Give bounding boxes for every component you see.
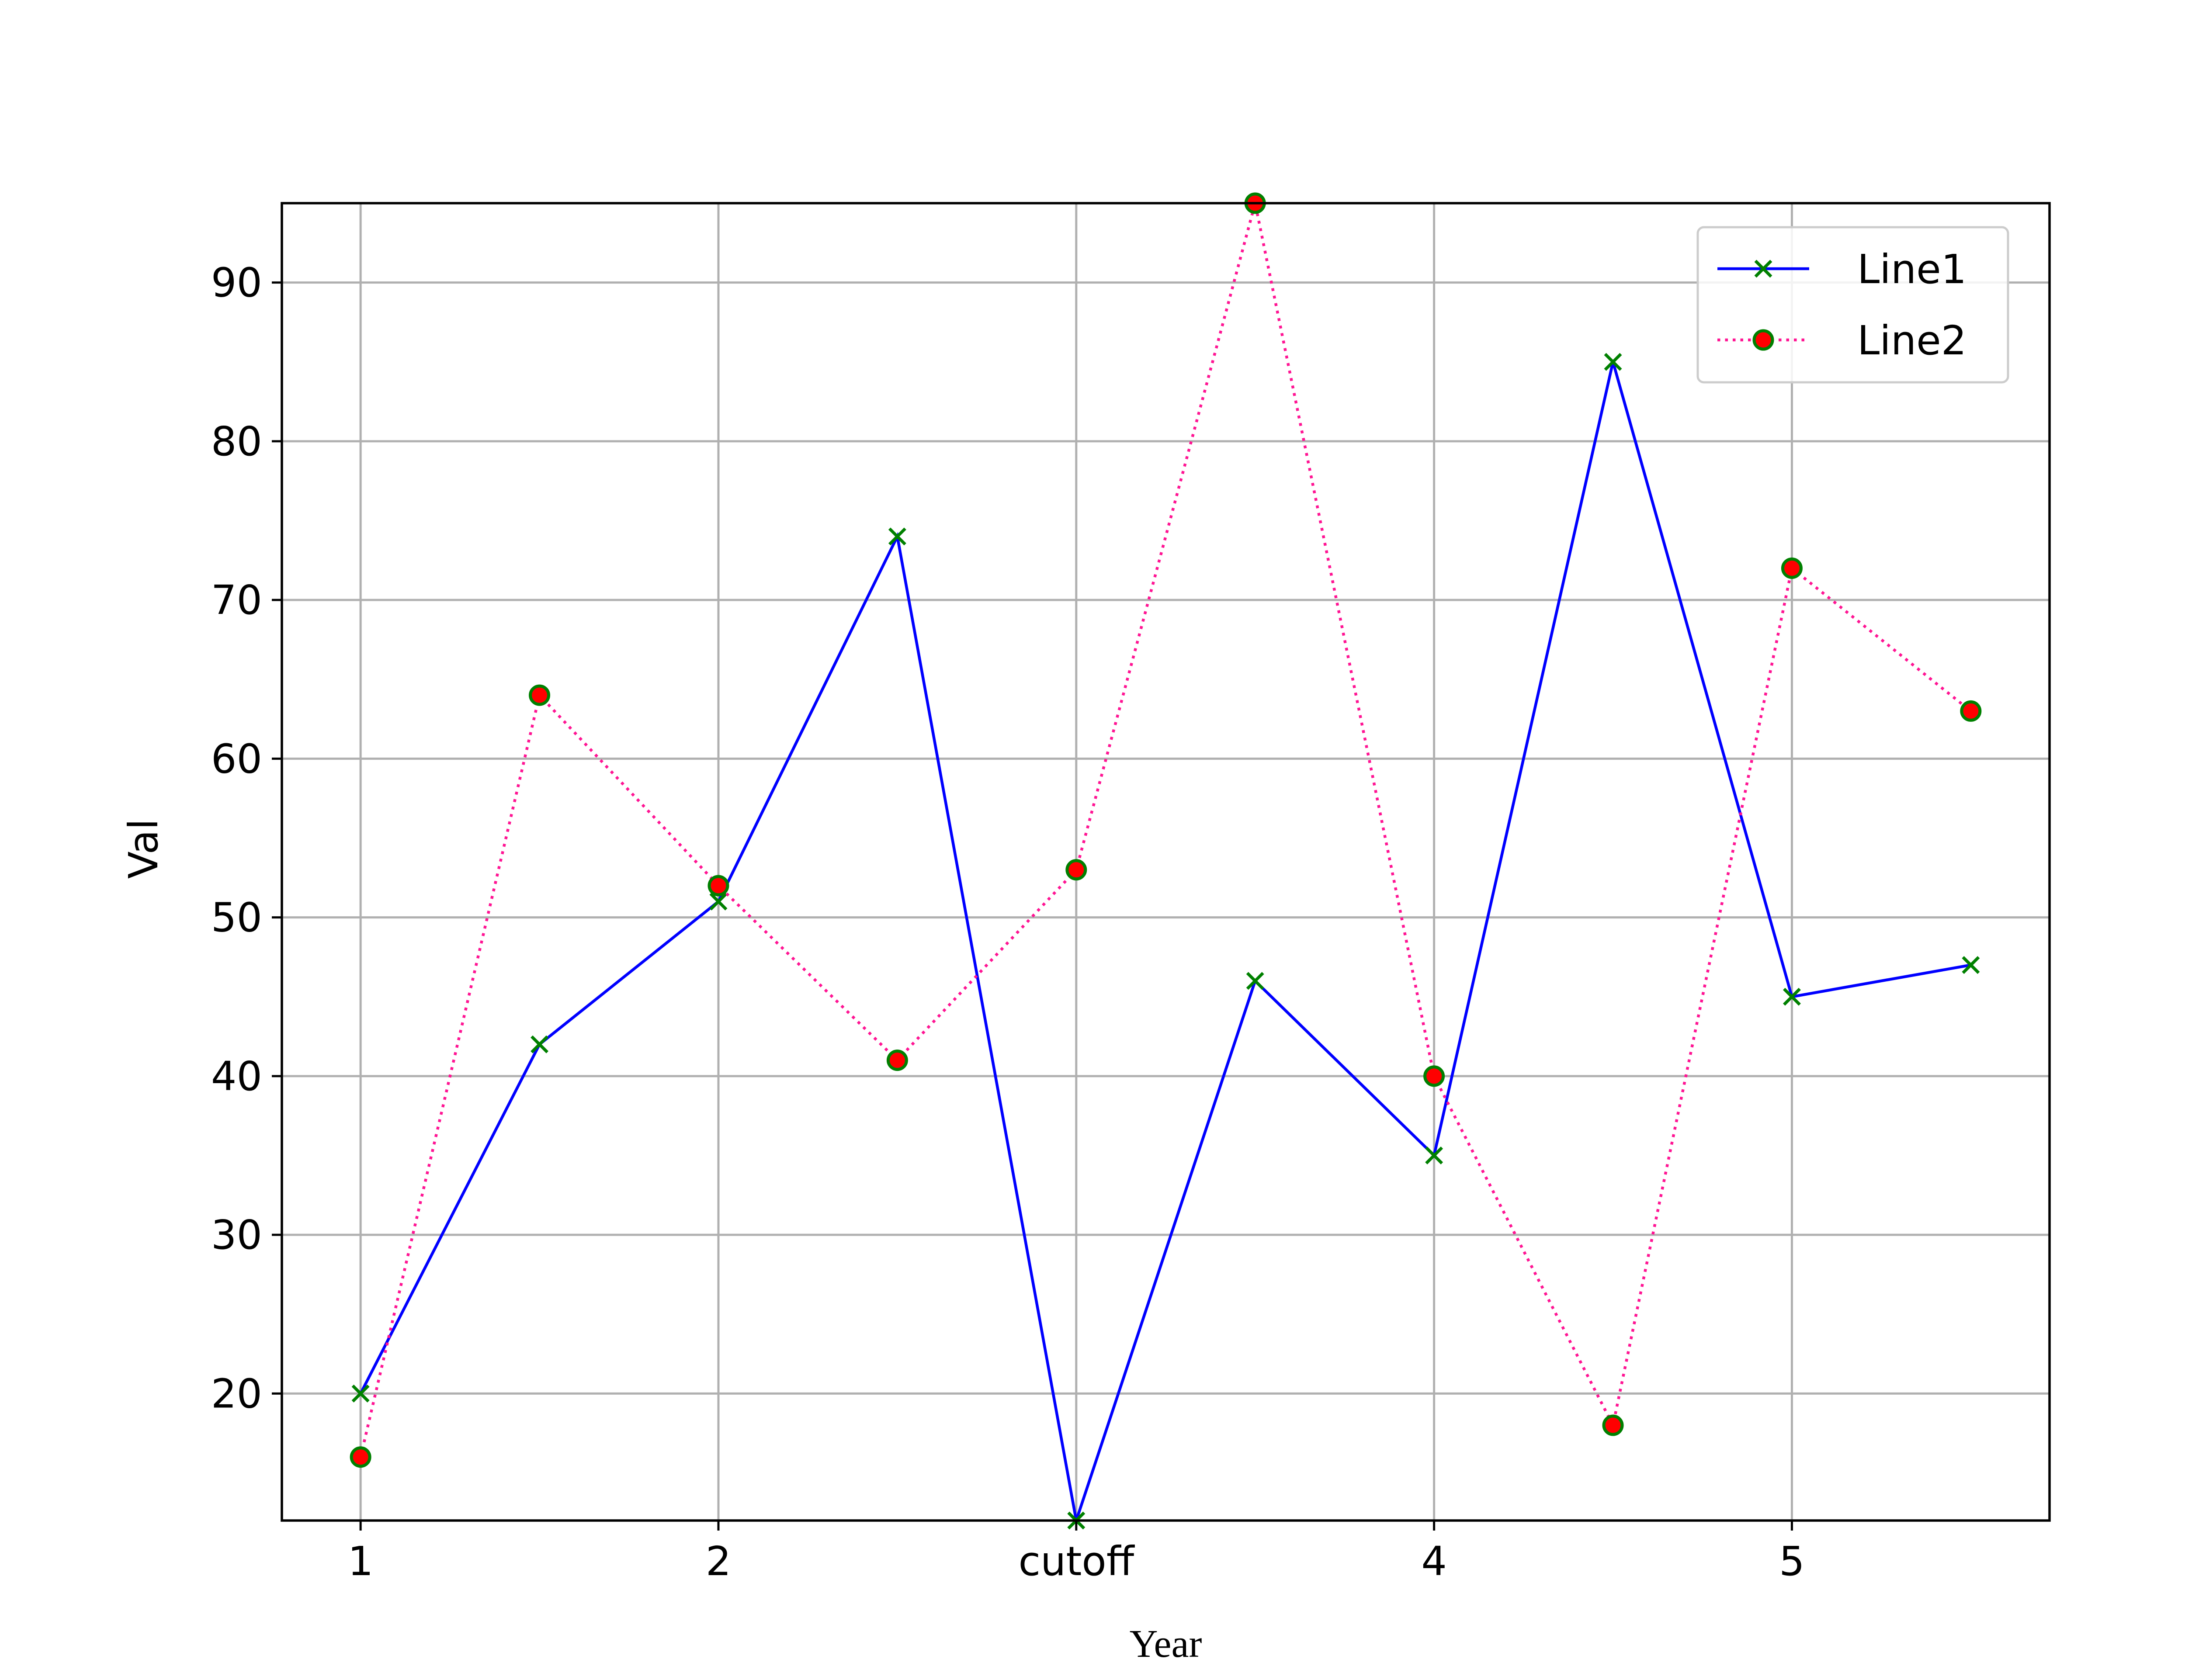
x-tick-label: 4	[1421, 1538, 1447, 1585]
legend-label: Line2	[1857, 317, 1966, 364]
x-marker-stroke	[709, 892, 728, 911]
line1-point	[1425, 1147, 1443, 1164]
line2-point	[1960, 700, 1982, 722]
line1-point	[888, 527, 906, 546]
y-tick-label: 30	[211, 1212, 262, 1258]
legend-label: Line1	[1857, 246, 1966, 293]
series-line2	[350, 192, 1982, 1468]
line1-point	[1783, 987, 1801, 1006]
x-marker-stroke	[888, 527, 906, 546]
line1-point	[1962, 956, 1980, 974]
y-tick-label: 20	[211, 1370, 262, 1417]
line2-point	[1065, 859, 1087, 881]
line2-point	[529, 684, 551, 706]
line1-point	[1754, 260, 1772, 278]
x-marker-stroke	[1246, 972, 1264, 990]
y-tick-label: 80	[211, 418, 262, 465]
x-marker-stroke	[1962, 956, 1980, 974]
line2-point	[350, 1446, 371, 1468]
y-tick-label: 90	[211, 260, 262, 306]
x-tick-label: 2	[706, 1538, 732, 1585]
legend-box	[1696, 226, 2009, 384]
series-group	[350, 192, 1982, 1530]
x-marker-stroke	[531, 1035, 549, 1053]
x-marker-stroke	[351, 1384, 370, 1403]
line1-point	[351, 1384, 370, 1403]
plot-area-frame	[281, 202, 2051, 1522]
x-marker-stroke	[1425, 1147, 1443, 1164]
x-marker-stroke	[1604, 353, 1622, 371]
legend-entry-line2: Line2	[1717, 317, 1966, 364]
line2-point	[1781, 557, 1803, 579]
y-tick-label: 60	[211, 735, 262, 782]
line2-point	[708, 875, 729, 897]
y-tick-label: 50	[211, 894, 262, 941]
x-axis-label: Year	[1130, 1622, 1202, 1666]
line2-point	[1423, 1065, 1445, 1087]
line2-point	[886, 1050, 908, 1071]
x-marker-stroke	[1754, 260, 1772, 278]
y-tick-label: 40	[211, 1053, 262, 1100]
x-tick-label: 1	[348, 1538, 374, 1585]
y-axis-label: Val	[120, 819, 167, 879]
line1-point	[1604, 353, 1622, 371]
line2-point	[1602, 1414, 1624, 1436]
series-line1	[351, 353, 1980, 1530]
y-tick-label: 70	[211, 577, 262, 624]
axis-ticks: 20 30 40 50 60 70 80 90 1 2 cutoff 4 5	[211, 260, 1805, 1585]
line1-point	[709, 892, 728, 911]
line1-point	[531, 1035, 549, 1053]
x-tick-label: 5	[1779, 1538, 1805, 1585]
legend-entry-line1: Line1	[1717, 246, 1966, 293]
legend: Line1 Line2	[1696, 226, 2009, 384]
line1-point	[1246, 972, 1264, 990]
x-marker-stroke	[1783, 987, 1801, 1006]
line2-point	[1752, 329, 1774, 351]
x-tick-label: cutoff	[1018, 1538, 1135, 1585]
line1-line	[359, 361, 1971, 1521]
